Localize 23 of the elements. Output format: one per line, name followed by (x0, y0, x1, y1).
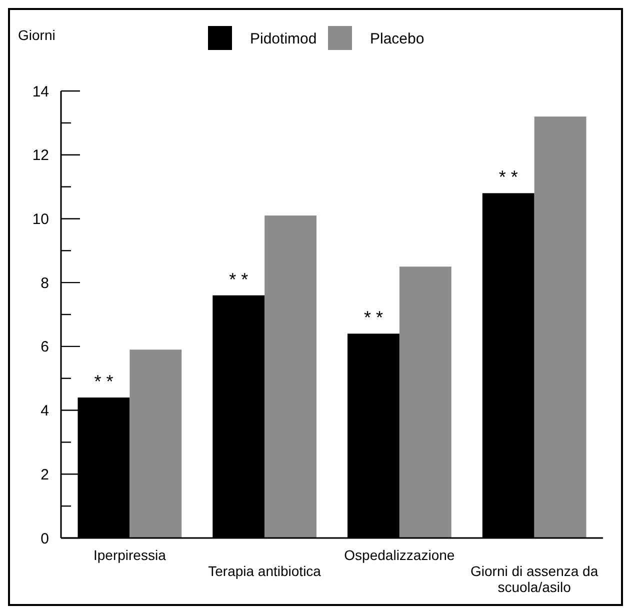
y-axis-title: Giorni (18, 27, 56, 43)
y-tick-label: 6 (40, 338, 49, 356)
y-tick-label: 2 (40, 466, 49, 484)
x-tick-label: Ospedalizzazione (344, 547, 455, 563)
annotation: * * (229, 269, 248, 290)
legend-label: Placebo (370, 30, 424, 48)
y-tick-label: 14 (32, 83, 49, 100)
bar (534, 116, 586, 538)
legend-label: Pidotimod (250, 30, 317, 48)
y-tick-label: 10 (32, 210, 49, 228)
bar (399, 266, 452, 538)
x-tick-label: Iperpiressia (93, 547, 166, 563)
y-tick-label: 12 (32, 147, 49, 164)
y-tick-label: 8 (40, 274, 49, 292)
annotation: * * (94, 372, 114, 392)
x-tick-label: Terapia antibiotica (208, 563, 322, 579)
y-tick-label: 0 (40, 530, 49, 548)
annotation: * * (364, 308, 383, 328)
y-tick-label: 4 (40, 402, 49, 420)
bar (130, 350, 182, 538)
annotation: * * (498, 167, 518, 188)
bar (264, 216, 316, 538)
x-tick-label: Giorni di assenza da scuola/asilo (470, 563, 598, 595)
